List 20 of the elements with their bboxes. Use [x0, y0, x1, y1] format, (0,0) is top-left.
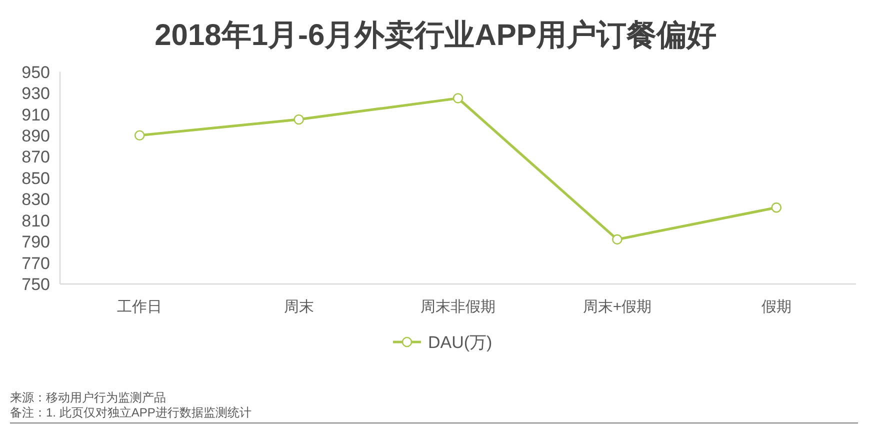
annotation: 来源：移动用户行为监测产品	[10, 390, 166, 404]
y-tick-label: 750	[22, 275, 50, 294]
y-tick-label: 910	[22, 105, 50, 124]
y-tick-label: 950	[22, 62, 50, 82]
legend-label: DAU(万)	[428, 333, 492, 352]
y-tick-label: 870	[22, 148, 50, 167]
y-tick-label: 890	[22, 126, 50, 146]
y-tick-label: 790	[22, 232, 50, 252]
annotation: 备注：1. 此页仅对独立APP进行数据监测统计	[10, 405, 252, 420]
x-tick-label: 假期	[761, 298, 792, 316]
y-tick-label: 770	[22, 254, 50, 273]
x-tick-label: 周末+假期	[582, 298, 652, 316]
y-tick-label: 830	[22, 190, 50, 210]
y-tick-label: 850	[22, 168, 50, 188]
x-tick-label: 周末	[284, 298, 314, 316]
chart-title: 2018年1月-6月外卖行业APP用户订餐偏好	[154, 19, 716, 52]
y-tick-label: 810	[22, 211, 50, 230]
x-tick-label: 周末非假期	[420, 298, 496, 316]
x-tick-label: 工作日	[117, 298, 162, 316]
y-tick-label: 930	[22, 84, 50, 104]
